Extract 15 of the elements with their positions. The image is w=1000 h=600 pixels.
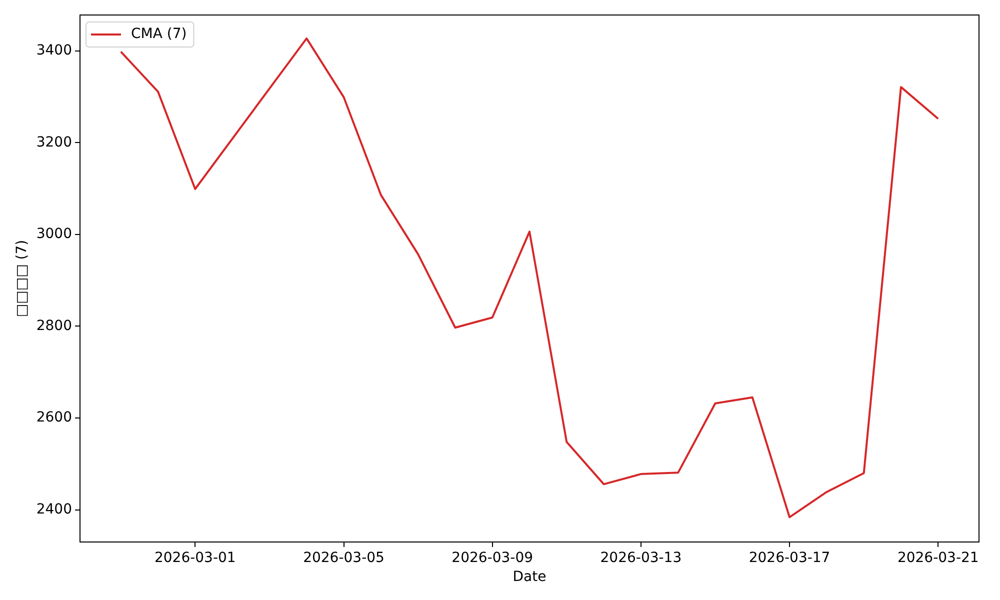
y-tick-label: 2800 [36,318,72,334]
x-tick-label: 2026-03-01 [154,550,236,566]
x-tick-label: 2026-03-09 [452,550,534,566]
x-tick-label: 2026-03-05 [303,550,384,566]
y-tick-label: 2600 [36,410,72,426]
y-tick-label: 2400 [36,502,72,518]
x-tick-label: 2026-03-17 [748,550,830,566]
y-tick-label: 3200 [36,134,72,150]
x-axis-title: Date [512,569,546,586]
x-tick-label: 2026-03-21 [897,550,979,566]
x-tick-label: 2026-03-13 [600,550,682,566]
y-tick-label: 3400 [36,42,72,58]
y-tick-label: 3000 [36,226,72,242]
y-axis-title: □□□□ (7) [14,240,30,318]
legend-label: CMA (7) [131,26,187,42]
